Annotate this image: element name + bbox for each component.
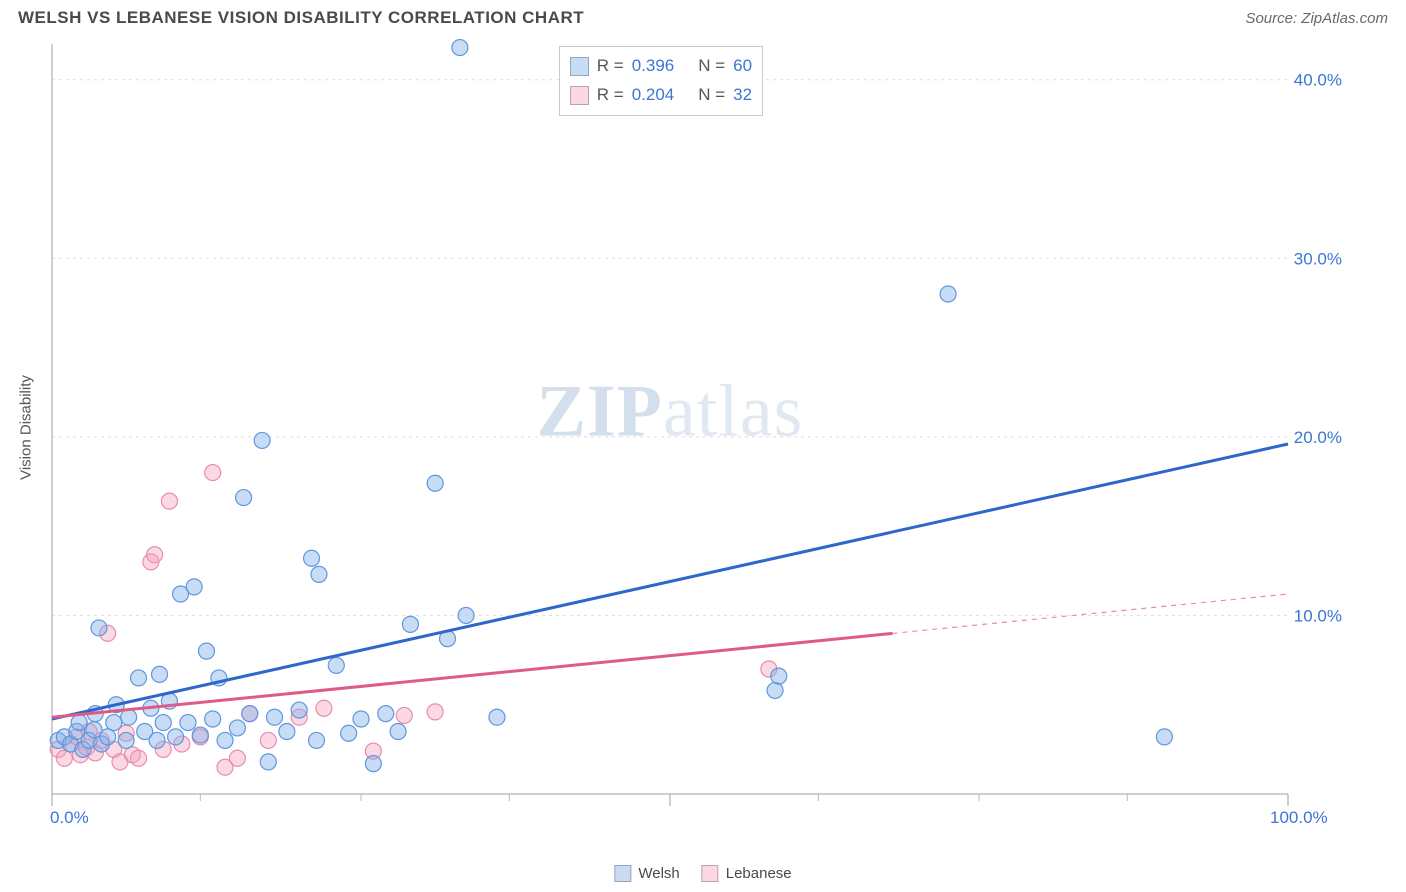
- x-range-max: 100.0%: [1270, 808, 1328, 828]
- svg-text:30.0%: 30.0%: [1294, 249, 1342, 268]
- chart-title: WELSH VS LEBANESE VISION DISABILITY CORR…: [18, 8, 584, 28]
- r-value: 0.204: [632, 81, 675, 110]
- swatch-icon: [570, 57, 589, 76]
- correlation-legend: R = 0.396 N = 60 R = 0.204 N = 32: [559, 46, 763, 116]
- n-value: 60: [733, 52, 752, 81]
- source-label: Source: ZipAtlas.com: [1245, 10, 1388, 27]
- n-label: N =: [698, 81, 725, 110]
- swatch-icon: [702, 865, 719, 882]
- svg-text:40.0%: 40.0%: [1294, 71, 1342, 90]
- legend-item-welsh: Welsh: [614, 865, 679, 882]
- scatter-chart: 10.0% 20.0% 30.0% 40.0%: [18, 38, 1358, 828]
- r-value: 0.396: [632, 52, 675, 81]
- corr-row-welsh: R = 0.396 N = 60: [570, 52, 752, 81]
- chart-area: Vision Disability 10.0%20.0%30.0%40.0% Z…: [18, 38, 1388, 828]
- y-axis-label: Vision Disability: [18, 375, 35, 480]
- n-label: N =: [698, 52, 725, 81]
- x-range-min: 0.0%: [50, 808, 89, 828]
- svg-text:20.0%: 20.0%: [1294, 428, 1342, 447]
- svg-text:10.0%: 10.0%: [1294, 606, 1342, 625]
- r-label: R =: [597, 81, 624, 110]
- swatch-icon: [614, 865, 631, 882]
- corr-row-lebanese: R = 0.204 N = 32: [570, 81, 752, 110]
- legend-label: Welsh: [638, 865, 679, 882]
- legend-label: Lebanese: [726, 865, 792, 882]
- swatch-icon: [570, 86, 589, 105]
- r-label: R =: [597, 52, 624, 81]
- n-value: 32: [733, 81, 752, 110]
- series-legend: Welsh Lebanese: [614, 865, 791, 882]
- legend-item-lebanese: Lebanese: [702, 865, 792, 882]
